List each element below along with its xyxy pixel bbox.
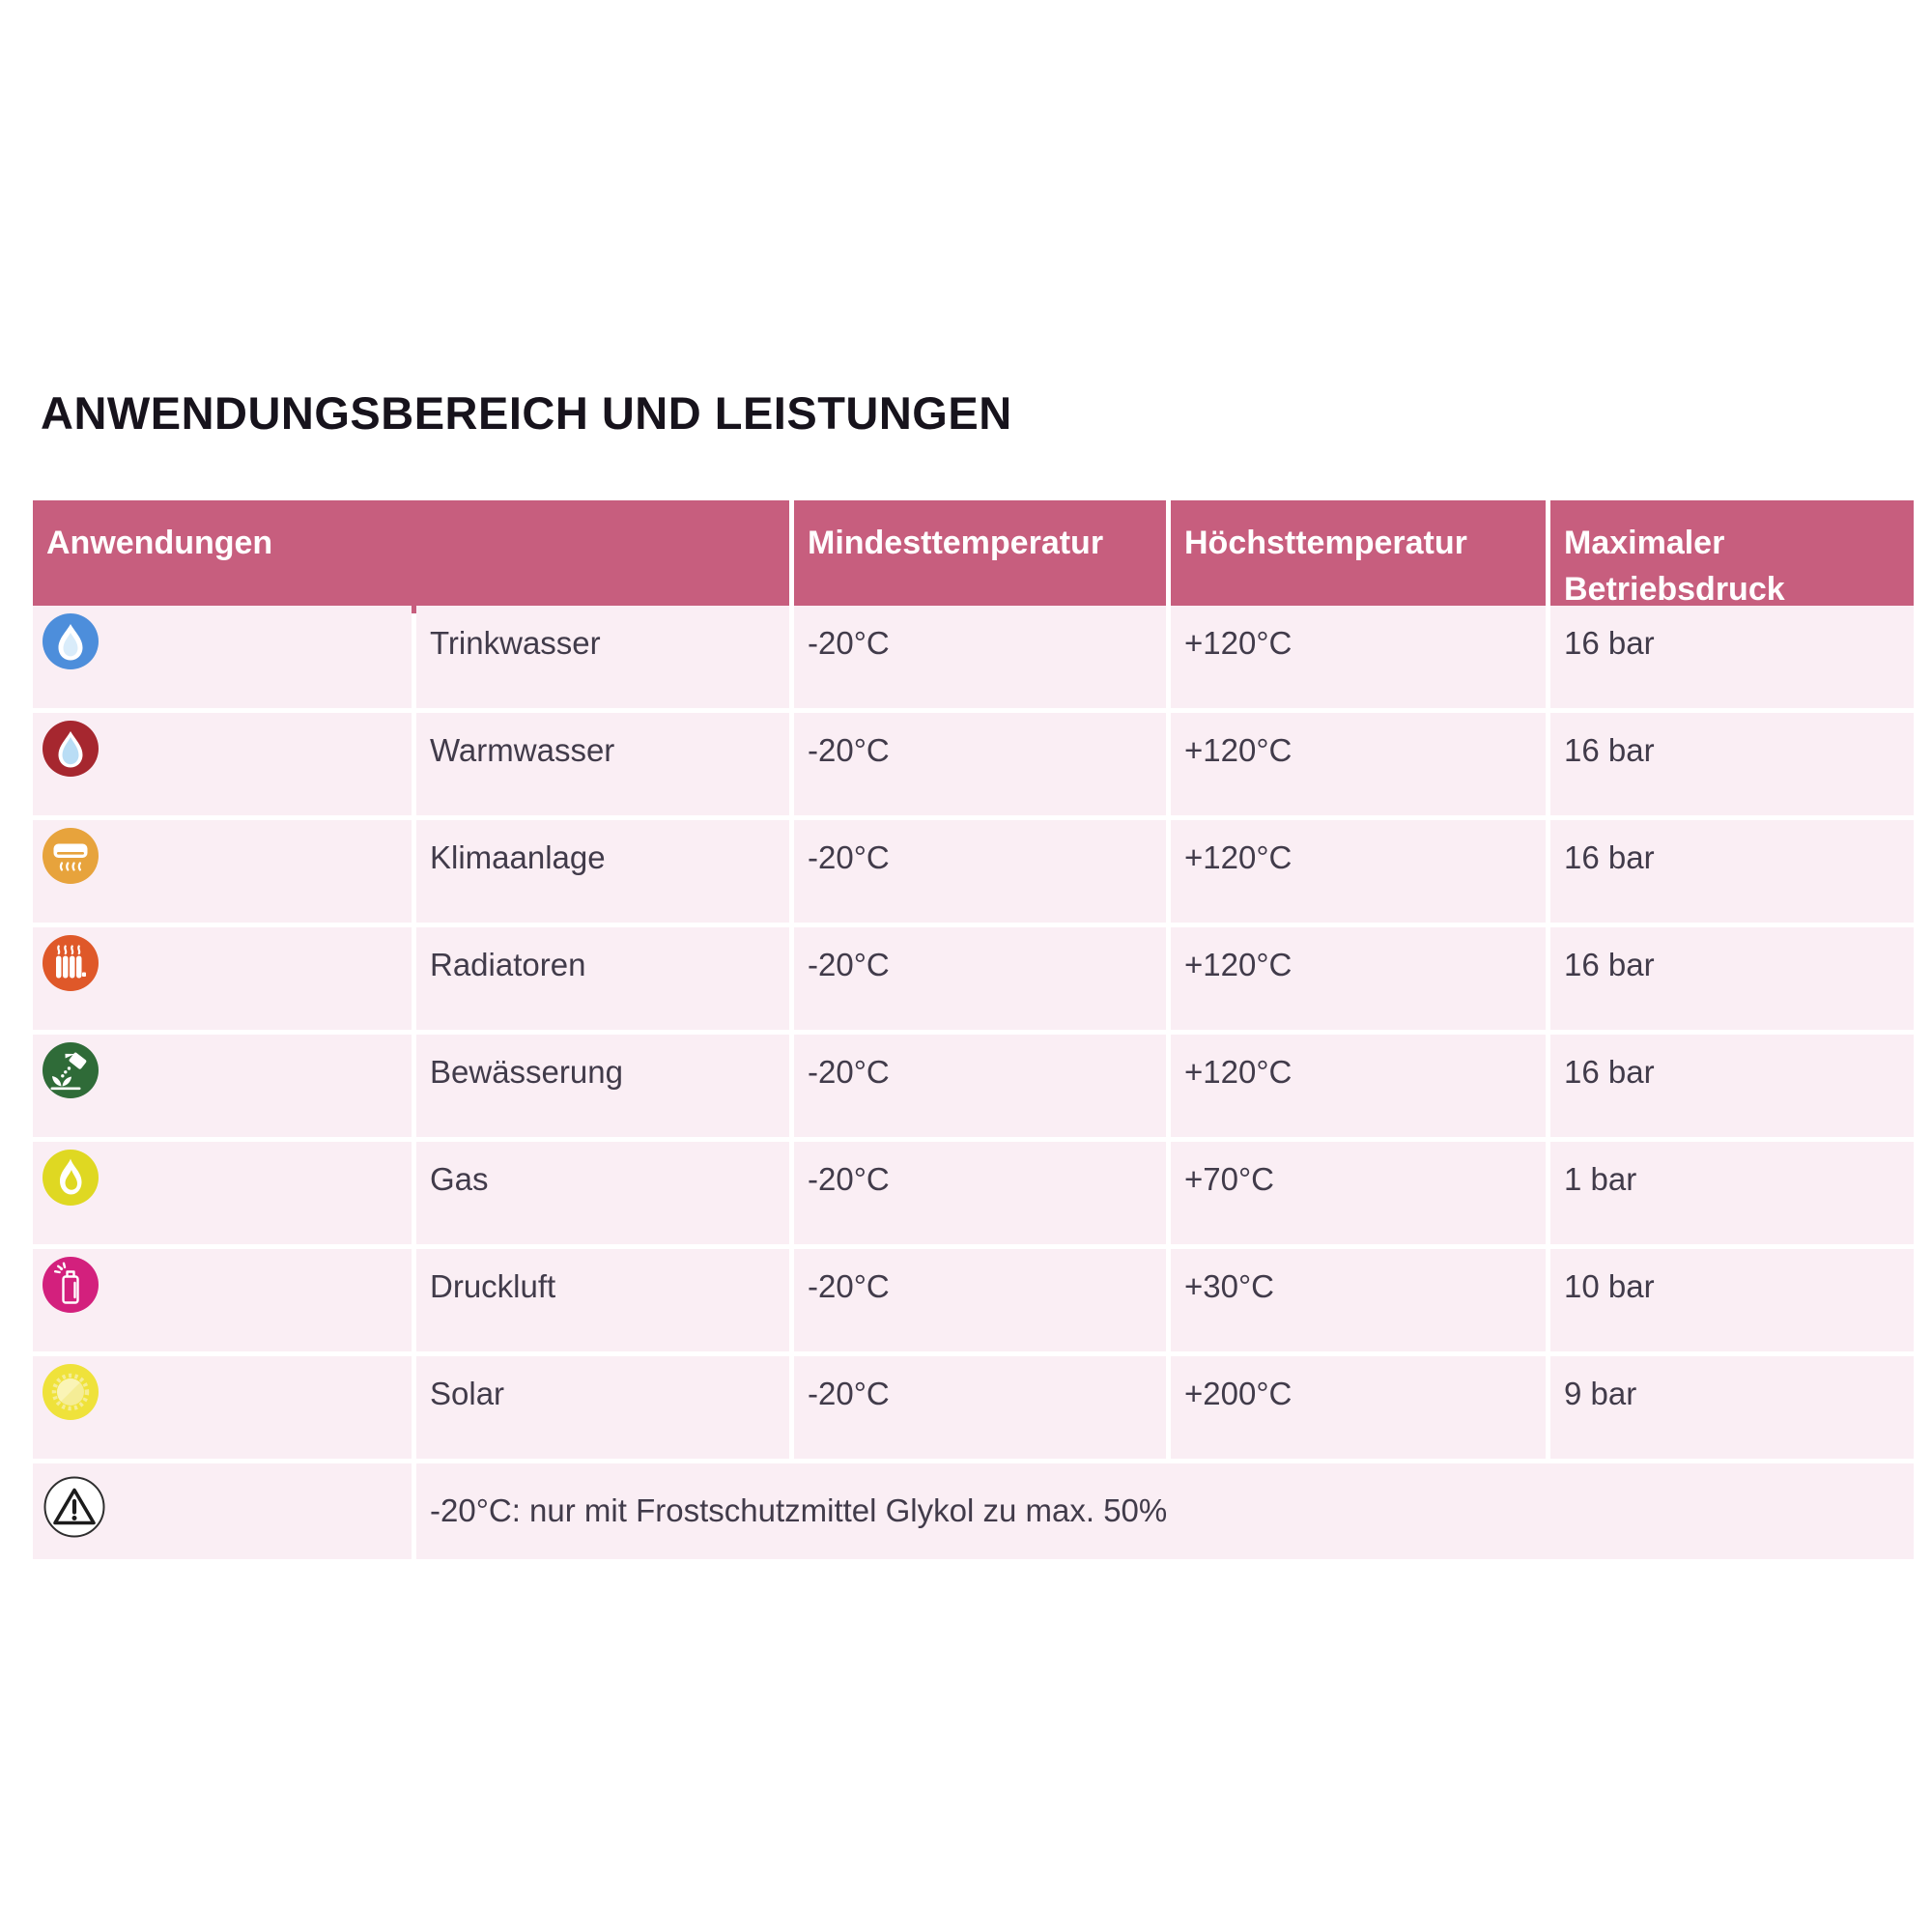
table-header-row: Anwendungen Mindesttemperatur Höchsttemp… (33, 500, 1914, 613)
min-temp-value: -20°C (794, 1249, 1166, 1351)
max-pressure-value: 16 bar (1550, 713, 1914, 815)
max-temp-value: +120°C (1171, 927, 1546, 1030)
air-conditioner-icon (43, 828, 99, 884)
page-title: ANWENDUNGSBEREICH UND LEISTUNGEN (41, 387, 1012, 439)
max-temp-value: +120°C (1171, 713, 1546, 815)
application-label: Trinkwasser (416, 606, 789, 708)
min-temp-value: -20°C (794, 713, 1166, 815)
min-temp-value: -20°C (794, 606, 1166, 708)
min-temp-value: -20°C (794, 1035, 1166, 1137)
icon-cell (33, 1249, 412, 1351)
icon-cell (33, 1142, 412, 1244)
gas-flame-icon (43, 1150, 99, 1206)
max-temp-value: +30°C (1171, 1249, 1546, 1351)
max-pressure-value: 9 bar (1550, 1356, 1914, 1459)
sun-icon (43, 1364, 99, 1420)
spray-can-icon (43, 1257, 99, 1313)
icon-cell (33, 927, 412, 1030)
min-temp-value: -20°C (794, 1142, 1166, 1244)
max-pressure-value: 16 bar (1550, 1035, 1914, 1137)
table-row-gas: Gas -20°C +70°C 1 bar (33, 1142, 1914, 1244)
irrigation-icon (43, 1042, 99, 1098)
table-note-row: -20°C: nur mit Frostschutzmittel Glykol … (33, 1463, 1914, 1559)
application-label: Radiatoren (416, 927, 789, 1030)
hot-water-drop-icon (43, 721, 99, 777)
note-text: -20°C: nur mit Frostschutzmittel Glykol … (416, 1463, 1914, 1559)
table-row-radiatoren: Radiatoren -20°C +120°C 16 bar (33, 927, 1914, 1030)
table-row-solar: Solar -20°C +200°C 9 bar (33, 1356, 1914, 1459)
icon-cell (33, 820, 412, 923)
applications-table: Anwendungen Mindesttemperatur Höchsttemp… (33, 500, 1914, 1564)
table-row-klimaanlage: Klimaanlage -20°C +120°C 16 bar (33, 820, 1914, 923)
max-temp-value: +70°C (1171, 1142, 1546, 1244)
max-temp-value: +200°C (1171, 1356, 1546, 1459)
header-anwendungen: Anwendungen (33, 500, 789, 613)
icon-cell (33, 1356, 412, 1459)
table-row-trinkwasser: Trinkwasser -20°C +120°C 16 bar (33, 606, 1914, 708)
icon-cell (33, 1463, 412, 1559)
application-label: Solar (416, 1356, 789, 1459)
table-row-druckluft: Druckluft -20°C +30°C 10 bar (33, 1249, 1914, 1351)
header-maximaler-betriebsdruck: Maximaler Betriebsdruck (1550, 500, 1914, 613)
max-temp-value: +120°C (1171, 1035, 1546, 1137)
header-mindesttemperatur: Mindesttemperatur (794, 500, 1166, 613)
table-row-warmwasser: Warmwasser -20°C +120°C 16 bar (33, 713, 1914, 815)
icon-cell (33, 606, 412, 708)
header-hoechsttemperatur: Höchsttemperatur (1171, 500, 1546, 613)
water-drop-icon (43, 613, 99, 669)
icon-cell (33, 713, 412, 815)
min-temp-value: -20°C (794, 1356, 1166, 1459)
max-temp-value: +120°C (1171, 606, 1546, 708)
max-pressure-value: 10 bar (1550, 1249, 1914, 1351)
min-temp-value: -20°C (794, 927, 1166, 1030)
application-label: Warmwasser (416, 713, 789, 815)
icon-cell (33, 1035, 412, 1137)
max-temp-value: +120°C (1171, 820, 1546, 923)
max-pressure-value: 16 bar (1550, 820, 1914, 923)
warning-icon (43, 1476, 105, 1538)
application-label: Gas (416, 1142, 789, 1244)
application-label: Klimaanlage (416, 820, 789, 923)
application-label: Druckluft (416, 1249, 789, 1351)
max-pressure-value: 16 bar (1550, 927, 1914, 1030)
table-row-bewaesserung: Bewässerung -20°C +120°C 16 bar (33, 1035, 1914, 1137)
min-temp-value: -20°C (794, 820, 1166, 923)
max-pressure-value: 16 bar (1550, 606, 1914, 708)
radiator-icon (43, 935, 99, 991)
application-label: Bewässerung (416, 1035, 789, 1137)
max-pressure-value: 1 bar (1550, 1142, 1914, 1244)
